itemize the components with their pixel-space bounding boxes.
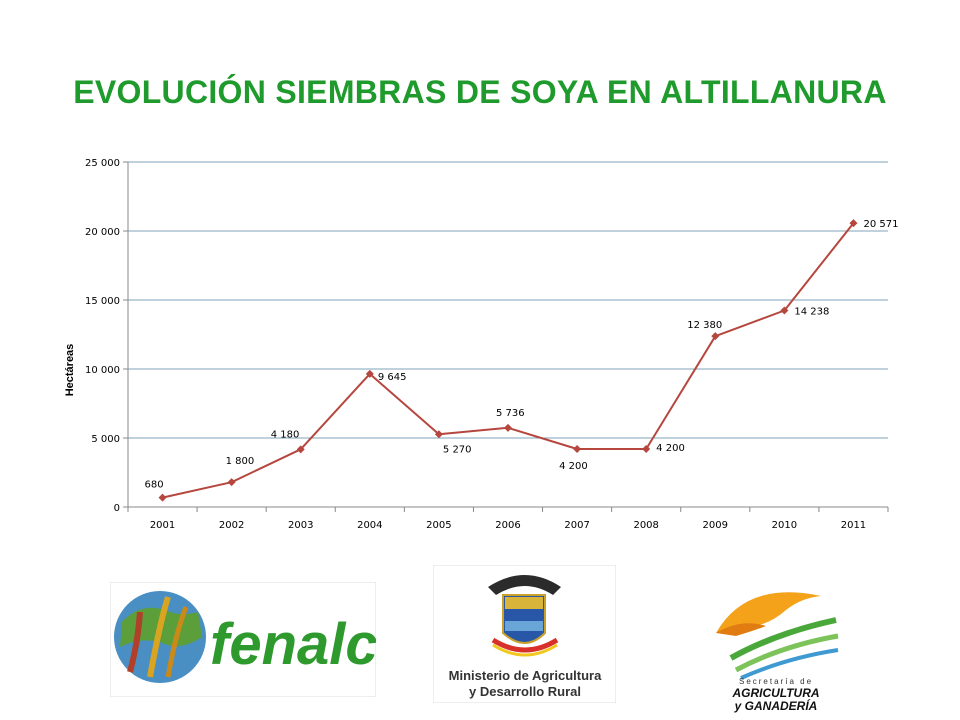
data-point bbox=[296, 445, 305, 454]
data-label: 14 238 bbox=[794, 307, 829, 318]
data-label: 5 736 bbox=[496, 408, 525, 419]
x-tick-label: 2002 bbox=[219, 520, 244, 531]
y-tick-label: 0 bbox=[114, 503, 120, 514]
fenalce-logo: fenalce bbox=[110, 582, 376, 697]
y-tick-label: 10 000 bbox=[85, 365, 120, 376]
secretaria-logo-line2: AGRICULTURA bbox=[731, 686, 819, 700]
data-point bbox=[711, 332, 720, 341]
data-points bbox=[158, 219, 858, 502]
data-label: 4 200 bbox=[656, 443, 685, 454]
data-label: 1 800 bbox=[226, 456, 255, 467]
y-tick-label: 20 000 bbox=[85, 227, 120, 238]
data-point bbox=[158, 493, 167, 502]
data-point bbox=[227, 478, 236, 487]
data-label: 5 270 bbox=[443, 444, 472, 455]
secretaria-logo-line1: Secretaría de bbox=[739, 677, 813, 686]
data-point bbox=[573, 445, 582, 454]
y-tick-label: 15 000 bbox=[85, 296, 120, 307]
y-tick-label: 25 000 bbox=[85, 158, 120, 169]
x-tick-label: 2004 bbox=[357, 520, 382, 531]
ministerio-logo-line2: y Desarrollo Rural bbox=[469, 684, 581, 699]
x-tick-label: 2010 bbox=[772, 520, 797, 531]
fenalce-logo-text: fenalce bbox=[210, 612, 376, 677]
data-label: 4 200 bbox=[559, 461, 588, 472]
y-tick-label: 5 000 bbox=[91, 434, 120, 445]
data-point bbox=[780, 306, 789, 315]
ministerio-logo: Ministerio de Agricultura y Desarrollo R… bbox=[433, 565, 616, 703]
data-point bbox=[365, 369, 374, 378]
x-tick-label: 2006 bbox=[495, 520, 520, 531]
axes: 0 5 000 10 000 15 000 20 000 25 000 2001 2002 20… bbox=[85, 158, 889, 531]
secretaria-logo-line3: y GANADERÍA bbox=[734, 698, 818, 713]
data-label: 12 380 bbox=[687, 320, 722, 331]
data-labels: 680 1 800 4 180 9 645 5 270 5 736 4 200 4 200 12… bbox=[145, 219, 899, 490]
data-label: 9 645 bbox=[378, 372, 407, 383]
data-label: 4 180 bbox=[271, 429, 300, 440]
data-label: 680 bbox=[145, 480, 164, 491]
chart-title: EVOLUCIÓN SIEMBRAS DE SOYA EN ALTILLANUR… bbox=[73, 74, 887, 110]
data-point bbox=[434, 430, 443, 439]
ministerio-logo-line1: Ministerio de Agricultura bbox=[449, 668, 602, 683]
series-line bbox=[162, 222, 855, 499]
data-point bbox=[504, 423, 512, 432]
x-tick-label: 2003 bbox=[288, 520, 313, 531]
line-chart: 0 5 000 10 000 15 000 20 000 25 000 2001 2002 20… bbox=[64, 158, 899, 531]
x-tick-label: 2001 bbox=[150, 520, 175, 531]
series-path bbox=[162, 222, 855, 499]
data-point bbox=[849, 219, 858, 228]
data-point bbox=[642, 445, 651, 454]
x-tick-label: 2011 bbox=[841, 520, 866, 531]
x-tick-label: 2005 bbox=[426, 520, 451, 531]
grid-lines bbox=[128, 161, 888, 439]
x-tick-label: 2008 bbox=[633, 520, 658, 531]
data-label: 20 571 bbox=[863, 219, 898, 230]
secretaria-logo: Secretaría de AGRICULTURA y GANADERÍA bbox=[706, 578, 846, 718]
y-axis-label: Hectáreas bbox=[64, 344, 76, 397]
x-tick-label: 2009 bbox=[703, 520, 728, 531]
x-tick-label: 2007 bbox=[564, 520, 589, 531]
